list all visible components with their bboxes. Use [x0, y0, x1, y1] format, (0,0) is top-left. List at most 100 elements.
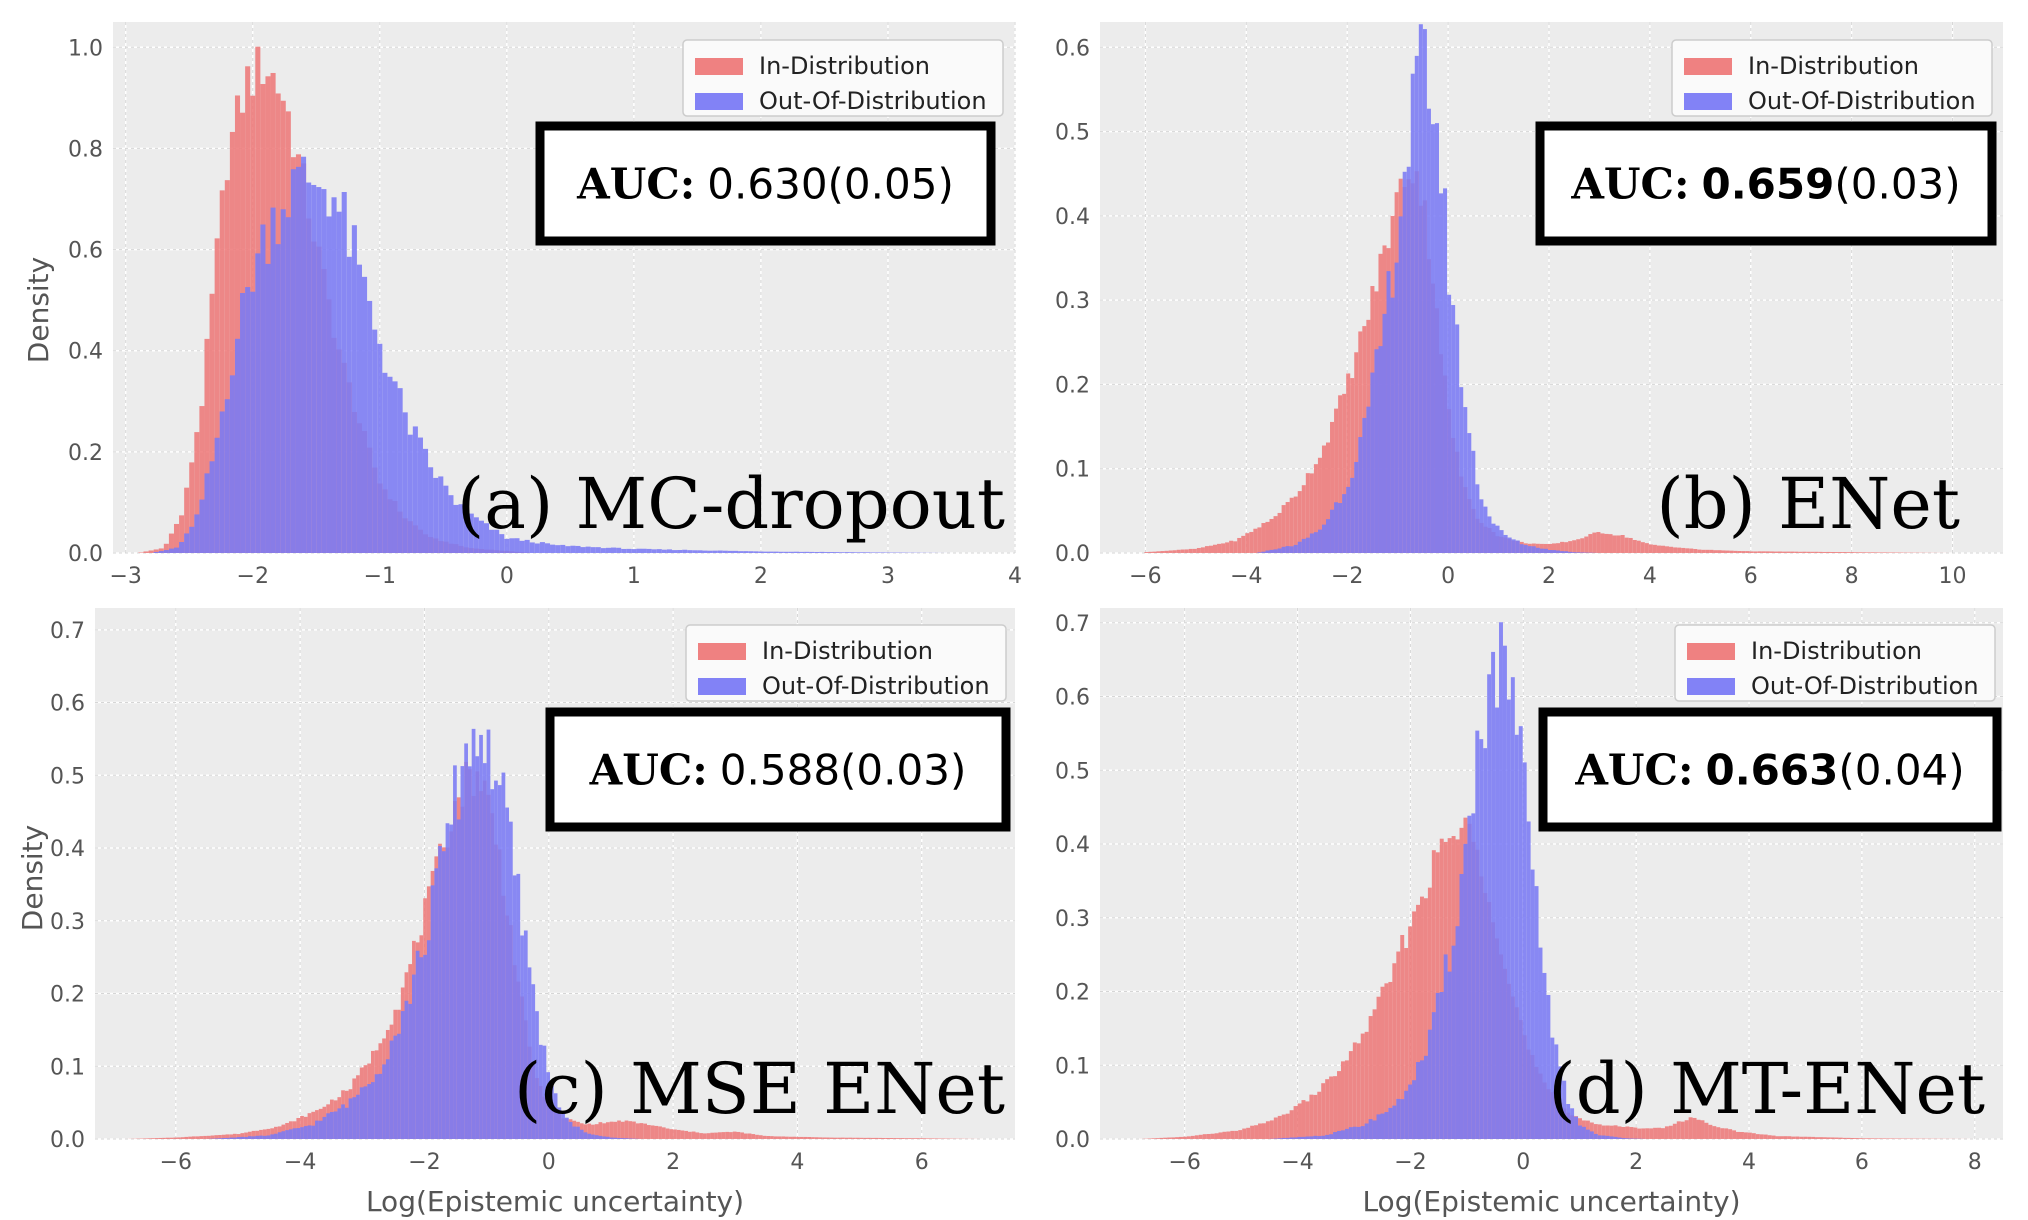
histogram-bar — [1277, 1138, 1282, 1139]
histogram-bar — [1589, 1131, 1594, 1139]
histogram-bar — [762, 1135, 767, 1139]
histogram-bar — [199, 406, 205, 553]
histogram-bar — [1795, 1136, 1800, 1139]
histogram-bar — [1628, 537, 1633, 553]
histogram-bar — [1342, 393, 1347, 553]
histogram-bar — [736, 1131, 741, 1139]
histogram-bar — [240, 1133, 245, 1139]
histogram-bar — [666, 549, 672, 553]
histogram-bar — [326, 1113, 330, 1139]
histogram-bar — [1506, 699, 1511, 1139]
histogram-bar — [490, 789, 495, 1139]
histogram-bar — [893, 1138, 897, 1139]
histogram-bar — [1596, 532, 1601, 553]
histogram-bar — [1261, 523, 1266, 553]
histogram-bar — [1305, 473, 1310, 553]
histogram-bar — [1277, 548, 1282, 553]
histogram-bar — [1684, 1120, 1689, 1139]
histogram-bar — [575, 545, 581, 553]
histogram-bar — [1172, 550, 1177, 553]
histogram-bar — [1317, 1091, 1322, 1139]
histogram-bar — [1720, 1128, 1725, 1139]
histogram-bar — [143, 551, 149, 553]
histogram-bar — [1681, 547, 1686, 553]
histogram-bar — [1305, 1136, 1310, 1139]
histogram-bar — [650, 1125, 655, 1139]
histogram-bar — [1293, 544, 1298, 553]
histogram-bar — [1741, 551, 1746, 553]
histogram-bar — [1660, 1128, 1665, 1139]
histogram-bar — [255, 1135, 260, 1139]
histogram-bar — [1443, 954, 1448, 1139]
histogram-bar — [1751, 1133, 1756, 1139]
legend-label: Out-Of-Distribution — [762, 672, 990, 700]
histogram-bar — [1423, 898, 1428, 1139]
histogram-bar — [1842, 1137, 1847, 1139]
y-tick-label: 0.7 — [1055, 612, 1090, 637]
histogram-bar — [1882, 552, 1887, 553]
histogram-bar — [214, 437, 220, 553]
histogram-bar — [534, 543, 540, 553]
histogram-bar — [475, 756, 480, 1139]
histogram-bar — [1753, 551, 1758, 553]
histogram-bar — [1309, 1094, 1314, 1139]
histogram-bar — [1680, 1121, 1685, 1139]
histogram-bar — [1552, 550, 1557, 553]
histogram-bar — [1198, 1134, 1203, 1139]
histogram-bar — [1790, 551, 1795, 553]
x-tick-label: 0 — [500, 564, 514, 589]
histogram-bar — [773, 1136, 778, 1139]
histogram-bar — [1386, 271, 1391, 553]
legend-box — [1671, 39, 1993, 117]
histogram-bar — [244, 1136, 248, 1139]
histogram-bar — [274, 1133, 278, 1139]
x-tick-label: −6 — [1168, 1150, 1200, 1175]
histogram-bar — [1265, 550, 1270, 553]
histogram-bar — [1394, 262, 1399, 553]
histogram-bar — [613, 1121, 618, 1139]
histogram-bar — [1416, 904, 1421, 1139]
histogram-bar — [809, 551, 815, 553]
histogram-bar — [1152, 551, 1157, 553]
histogram-bar — [758, 1135, 763, 1139]
histogram-bar — [1479, 739, 1484, 1139]
histogram-bar — [1708, 1124, 1713, 1139]
histogram-bar — [204, 338, 210, 553]
histogram-bar — [1348, 1051, 1353, 1139]
histogram-bar — [1338, 395, 1343, 553]
x-tick-label: −2 — [237, 564, 269, 589]
histogram-bar — [1499, 530, 1504, 553]
legend-swatch — [698, 643, 746, 660]
histogram-bar — [1487, 674, 1492, 1139]
histogram-bar — [1685, 548, 1690, 553]
histogram-bar — [904, 1138, 909, 1139]
histogram-bar — [1321, 524, 1327, 553]
histogram-bar — [697, 550, 703, 553]
histogram-bar — [1886, 552, 1892, 553]
histogram-bar — [348, 1098, 353, 1139]
histogram-bar — [292, 1128, 297, 1139]
y-tick-label: 0.1 — [1055, 458, 1090, 483]
histogram-bar — [1822, 1137, 1827, 1139]
histogram-bar — [822, 1137, 827, 1139]
histogram-bar — [1285, 502, 1290, 553]
histogram-bar — [849, 552, 855, 553]
histogram-bar — [251, 1136, 256, 1139]
histogram-bar — [1749, 551, 1754, 553]
y-tick-label: 0.6 — [50, 692, 85, 717]
histogram-bar — [1196, 547, 1201, 553]
histogram-bar — [1803, 1136, 1808, 1139]
histogram-bar — [270, 1134, 275, 1139]
histogram-bar — [1309, 533, 1314, 553]
histogram-bar — [1747, 1132, 1752, 1139]
histogram-bar — [1605, 1135, 1610, 1139]
histogram-bar — [766, 1135, 771, 1139]
histogram-bar — [1265, 1121, 1270, 1139]
histogram-bar — [331, 197, 337, 553]
histogram-bar — [1301, 538, 1306, 553]
histogram-bar — [1364, 1031, 1369, 1139]
histogram-bar — [1592, 532, 1597, 553]
histogram-bar — [397, 388, 403, 553]
histogram-bar — [859, 1137, 864, 1139]
histogram-bar — [1580, 538, 1585, 553]
